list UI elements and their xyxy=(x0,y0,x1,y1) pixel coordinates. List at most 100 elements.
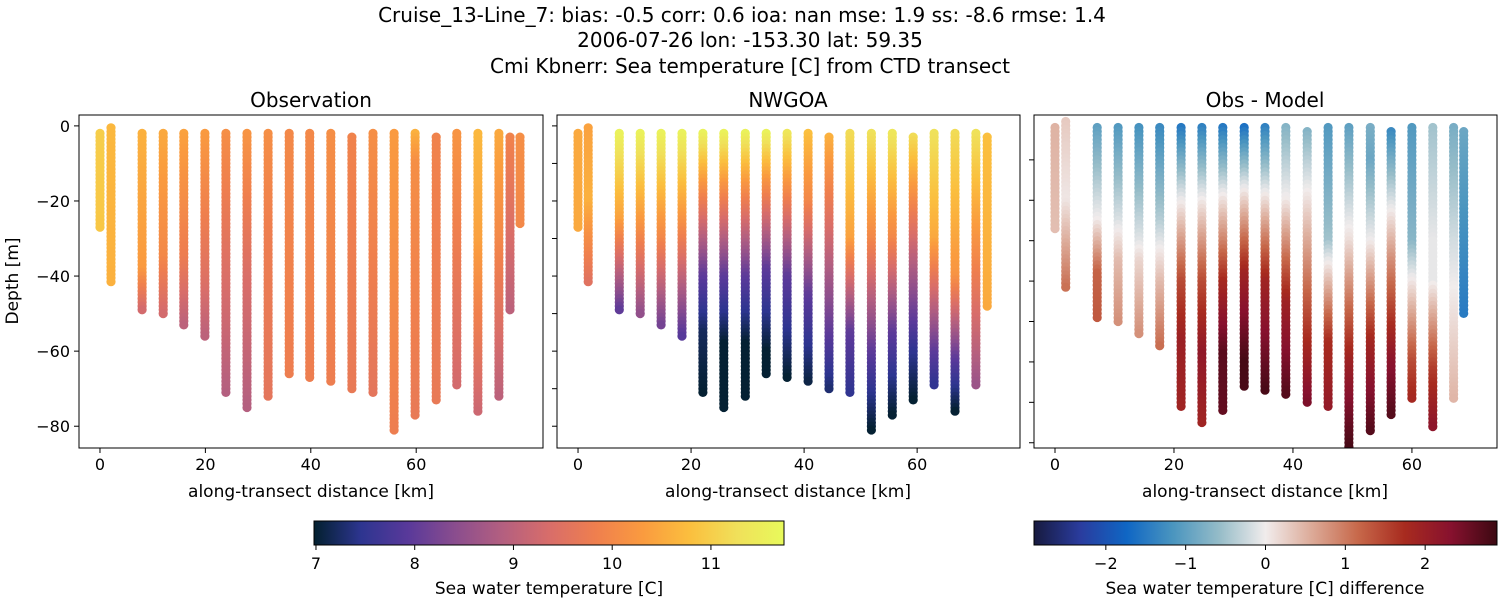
model-point xyxy=(824,384,834,394)
x-axis-label-observation: along-transect distance [km] xyxy=(188,482,434,502)
model-point xyxy=(698,387,708,397)
y-tick-label: −40 xyxy=(36,267,70,286)
colorbar-difference: −2 −1 0 1 2 xyxy=(1033,520,1498,573)
axes-frame xyxy=(556,114,1021,449)
panel-title-obs-model: Obs - Model xyxy=(1206,88,1325,112)
model-point xyxy=(908,395,918,405)
model-point xyxy=(761,369,771,379)
observation-point xyxy=(494,391,504,401)
difference-point xyxy=(1323,401,1333,411)
model-point xyxy=(614,305,624,315)
y-axis-label: Depth [m] xyxy=(3,237,23,324)
model-point xyxy=(887,410,897,420)
panel-observation: 0 20 40 60 0 −20 −40 −60 −80 xyxy=(36,114,544,474)
panel-title-observation: Observation xyxy=(250,88,372,112)
model-point xyxy=(982,301,992,311)
model-point xyxy=(583,277,593,287)
colorbar-tick-label: 0 xyxy=(1260,554,1270,573)
y-tick-label: −80 xyxy=(36,417,70,436)
colorbar-body xyxy=(313,520,785,546)
model-point xyxy=(782,372,792,382)
x-tick-label: 60 xyxy=(907,455,927,474)
observation-point xyxy=(284,369,294,379)
model-point xyxy=(803,376,813,386)
x-tick-label: 0 xyxy=(1050,455,1060,474)
model-point xyxy=(950,406,960,416)
x-tick-label: 20 xyxy=(195,455,215,474)
model-point xyxy=(635,309,645,319)
difference-point xyxy=(1092,312,1102,323)
x-axis-label-obs-model: along-transect distance [km] xyxy=(1142,482,1388,502)
observation-point xyxy=(431,395,441,405)
model-point xyxy=(740,391,750,401)
model-point xyxy=(656,320,666,330)
colorbar-body xyxy=(1033,520,1498,546)
difference-point xyxy=(1176,401,1186,411)
observation-point xyxy=(410,410,420,420)
x-tick-label: 0 xyxy=(95,455,105,474)
x-axis-label-nwgoa: along-transect distance [km] xyxy=(665,482,911,502)
colorbar-tick-label: 7 xyxy=(311,554,321,573)
difference-point xyxy=(1260,385,1270,395)
difference-point xyxy=(1407,393,1417,403)
x-tick-label: 20 xyxy=(681,455,701,474)
colorbar-tick-label: 9 xyxy=(508,554,518,573)
observation-point xyxy=(368,387,378,397)
title-line-3: Cmi Kbnerr: Sea temperature [C] from CTD… xyxy=(490,54,1010,78)
model-point xyxy=(719,402,729,413)
x-tick-label: 0 xyxy=(573,455,583,474)
observation-point xyxy=(347,384,357,394)
colorbar-tick-label: 1 xyxy=(1340,554,1350,573)
points xyxy=(1050,116,1469,448)
difference-point xyxy=(1281,389,1291,399)
colorbar-tick-label: 2 xyxy=(1420,554,1430,573)
difference-point xyxy=(1050,224,1060,234)
observation-point xyxy=(137,305,147,315)
x-tick-label: 40 xyxy=(1283,455,1303,474)
observation-point xyxy=(263,391,273,401)
difference-point xyxy=(1113,316,1123,327)
difference-point xyxy=(1134,329,1144,339)
model-point xyxy=(971,380,981,390)
difference-point xyxy=(1302,397,1312,407)
model-point xyxy=(845,387,855,397)
colorbar-tick-label: 8 xyxy=(410,554,420,573)
observation-point xyxy=(389,425,399,435)
title-line-2: 2006-07-26 lon: -153.30 lat: 59.35 xyxy=(577,28,923,52)
colorbar-tick-label: 11 xyxy=(701,554,721,573)
difference-point xyxy=(1197,417,1207,428)
observation-point xyxy=(452,380,462,390)
observation-point xyxy=(305,372,315,382)
difference-point xyxy=(1386,409,1396,420)
title-line-1: Cruise_13-Line_7: bias: -0.5 corr: 0.6 i… xyxy=(378,3,1106,27)
points xyxy=(95,123,525,435)
colorbar-tick-label: −1 xyxy=(1174,554,1198,573)
model-point xyxy=(573,222,583,232)
difference-point xyxy=(1155,341,1165,351)
model-point xyxy=(677,331,687,341)
x-tick-label: 60 xyxy=(406,455,426,474)
y-tick-label: −20 xyxy=(36,192,70,211)
difference-point xyxy=(1061,282,1071,292)
difference-point xyxy=(1218,405,1228,415)
difference-point xyxy=(1239,381,1249,391)
x-tick-label: 40 xyxy=(301,455,321,474)
y-tick-label: −60 xyxy=(36,342,70,361)
observation-point xyxy=(179,320,189,330)
colorbar-temperature: 7 8 9 10 11 xyxy=(311,520,785,573)
x-tick-label: 20 xyxy=(1164,455,1184,474)
panel-title-nwgoa: NWGOA xyxy=(748,88,828,112)
difference-point xyxy=(1459,308,1469,318)
colorbar-tick-label: 10 xyxy=(602,554,622,573)
colorbar-temperature-label: Sea water temperature [C] xyxy=(435,579,663,599)
difference-point xyxy=(1428,422,1438,432)
y-tick-label: 0 xyxy=(60,117,70,136)
x-tick-label: 60 xyxy=(1402,455,1422,474)
model-point xyxy=(929,380,939,390)
observation-point xyxy=(221,387,231,397)
colorbar-difference-label: Sea water temperature [C] difference xyxy=(1105,579,1424,599)
observation-point xyxy=(515,218,525,229)
observation-point xyxy=(95,222,105,232)
points xyxy=(573,123,992,435)
